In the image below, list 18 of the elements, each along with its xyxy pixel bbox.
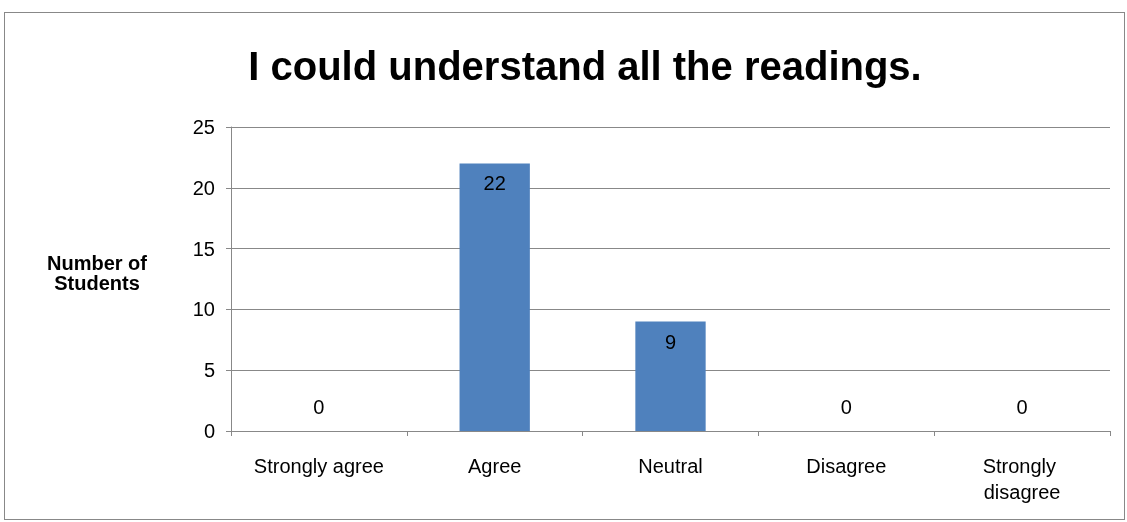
data-label: 0 (1016, 396, 1028, 418)
x-tick-label: Disagree (806, 455, 887, 477)
y-tick-label: 0 (203, 420, 215, 442)
data-label: 22 (483, 172, 506, 195)
y-tick-label: 20 (192, 176, 215, 199)
x-tick-label: Strongly agree (253, 455, 384, 477)
x-tick-label: Strongly disagree (982, 455, 1062, 503)
chart-title: I could understand all the readings. (248, 44, 922, 88)
y-tick-label: 25 (192, 116, 215, 138)
x-tick-label: Neutral (638, 455, 703, 477)
y-axis-title: Number of Students (47, 252, 148, 294)
y-tick-label: 10 (192, 298, 215, 321)
data-label: 0 (313, 396, 325, 418)
data-label: 9 (664, 330, 677, 353)
x-tick-label: Agree (468, 455, 522, 477)
data-label: 0 (840, 396, 852, 418)
y-tick-label: 15 (192, 237, 215, 260)
y-tick-label: 5 (203, 359, 215, 382)
